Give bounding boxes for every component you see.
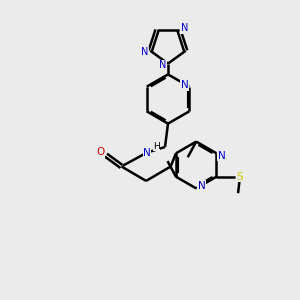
Text: N: N — [141, 47, 148, 57]
Text: S: S — [236, 172, 243, 182]
Text: N: N — [198, 181, 206, 191]
Text: N: N — [218, 151, 226, 161]
Text: H: H — [153, 142, 160, 151]
Text: N: N — [159, 60, 166, 70]
Text: O: O — [96, 147, 105, 157]
Text: N: N — [143, 148, 151, 158]
Text: N: N — [181, 80, 188, 90]
Text: N: N — [181, 23, 188, 34]
